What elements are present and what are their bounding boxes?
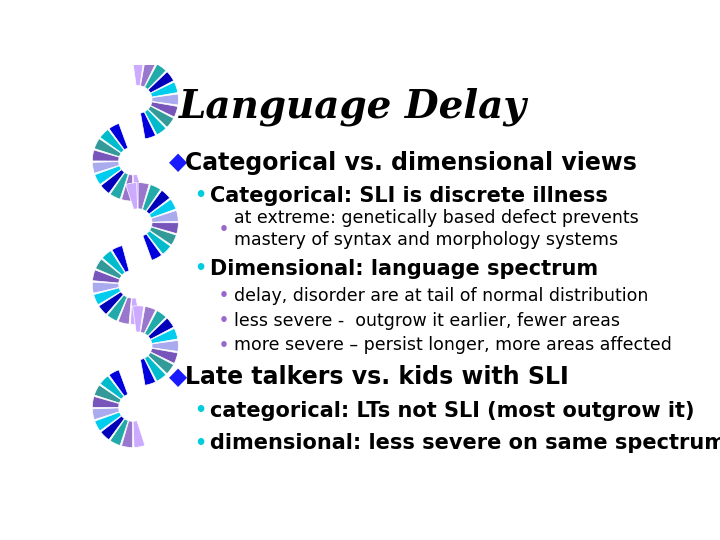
Wedge shape [152,340,179,352]
Wedge shape [92,150,120,161]
Text: dimensional: less severe on same spectrum: dimensional: less severe on same spectru… [210,433,720,453]
Text: categorical: LTs not SLI (most outgrow it): categorical: LTs not SLI (most outgrow i… [210,401,695,421]
Wedge shape [92,161,120,173]
Wedge shape [145,64,166,90]
Wedge shape [100,130,124,153]
Wedge shape [143,185,161,211]
Text: ◆: ◆ [169,151,187,174]
Text: •: • [218,313,228,328]
Text: •: • [194,401,207,420]
Text: Categorical vs. dimensional views: Categorical vs. dimensional views [185,151,636,174]
Wedge shape [150,348,178,363]
Wedge shape [147,231,171,254]
Wedge shape [151,222,179,234]
Text: delay, disorder are at tail of normal distribution: delay, disorder are at tail of normal di… [234,287,648,305]
Text: at extreme: genetically based defect prevents
mastery of syntax and morphology s: at extreme: genetically based defect pre… [234,210,639,249]
Wedge shape [133,174,145,201]
Wedge shape [145,310,166,336]
Text: Categorical: SLI is discrete illness: Categorical: SLI is discrete illness [210,186,608,206]
Wedge shape [122,421,132,448]
Text: Language Delay: Language Delay [179,88,527,126]
Wedge shape [94,288,121,305]
Text: •: • [218,221,228,237]
Text: Late talkers vs. kids with SLI: Late talkers vs. kids with SLI [185,366,569,389]
Wedge shape [150,102,178,117]
Wedge shape [99,292,123,314]
Wedge shape [132,306,144,332]
Wedge shape [102,251,125,275]
Wedge shape [122,174,132,201]
Text: •: • [218,288,228,303]
Text: less severe -  outgrow it earlier, fewer areas: less severe - outgrow it earlier, fewer … [234,312,620,329]
Text: •: • [194,186,207,205]
Wedge shape [109,124,128,150]
Wedge shape [151,211,179,222]
Wedge shape [101,416,125,440]
Wedge shape [140,306,156,333]
Wedge shape [138,183,149,210]
Wedge shape [132,59,144,86]
Text: more severe – persist longer, more areas affected: more severe – persist longer, more areas… [234,336,672,354]
Wedge shape [148,106,174,127]
Wedge shape [148,72,174,93]
Wedge shape [130,298,142,325]
Wedge shape [101,170,125,193]
Text: •: • [194,259,207,278]
Text: •: • [218,338,228,353]
Wedge shape [145,110,166,135]
Wedge shape [143,234,162,260]
Text: Dimensional: language spectrum: Dimensional: language spectrum [210,259,598,279]
Wedge shape [92,270,120,283]
Wedge shape [152,94,179,105]
Wedge shape [149,199,176,218]
Wedge shape [92,408,120,420]
Wedge shape [107,295,127,321]
Wedge shape [95,412,121,431]
Wedge shape [126,183,138,210]
Wedge shape [110,419,128,446]
Text: •: • [194,434,207,453]
Wedge shape [140,112,156,139]
Wedge shape [133,421,145,448]
Wedge shape [150,328,178,343]
Wedge shape [94,139,121,157]
Wedge shape [109,370,128,396]
Wedge shape [140,60,156,87]
Wedge shape [112,246,129,272]
Wedge shape [100,376,124,399]
Wedge shape [94,385,121,403]
Wedge shape [95,166,121,185]
Wedge shape [92,396,120,407]
Wedge shape [96,259,122,279]
Wedge shape [92,282,119,293]
Text: ◆: ◆ [169,366,187,389]
Wedge shape [148,318,174,339]
Wedge shape [146,190,170,214]
Wedge shape [150,227,176,245]
Wedge shape [118,297,131,324]
Wedge shape [150,82,178,97]
Wedge shape [145,356,166,381]
Wedge shape [140,359,156,385]
Wedge shape [148,353,174,374]
Wedge shape [110,173,128,199]
